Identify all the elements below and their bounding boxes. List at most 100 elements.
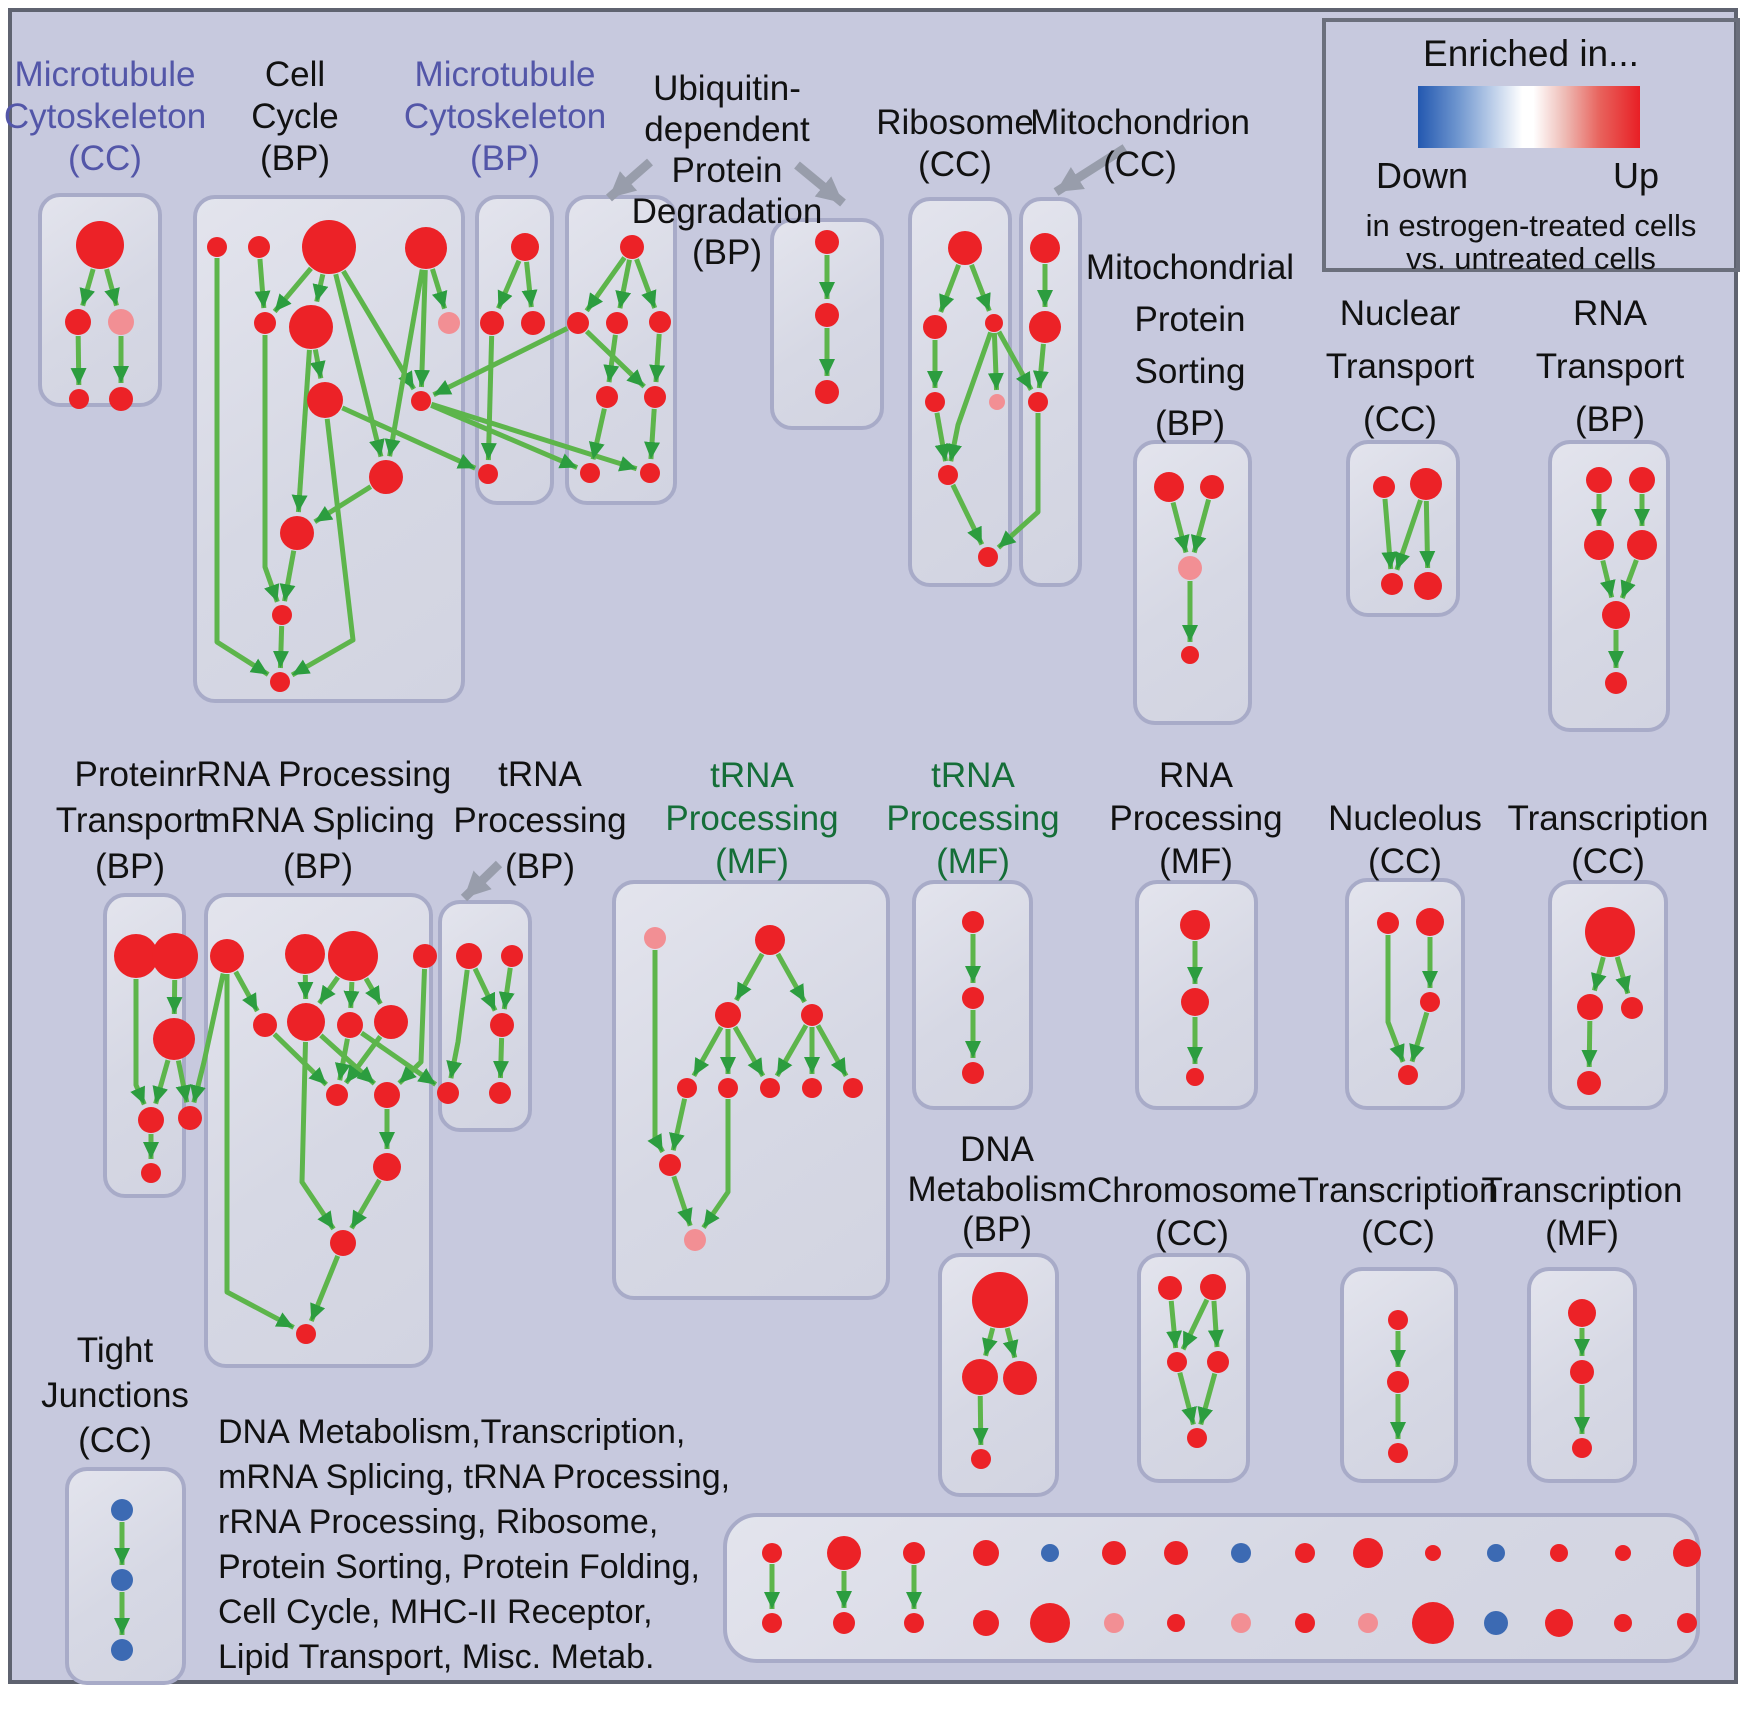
go-term-node-up[interactable] [1377, 912, 1399, 934]
go-term-node-up[interactable] [326, 1084, 348, 1106]
go-term-node-up[interactable] [1295, 1613, 1315, 1633]
go-term-node-up[interactable] [1353, 1538, 1383, 1568]
go-term-node-up[interactable] [152, 933, 198, 979]
go-term-node-weak-up[interactable] [438, 312, 460, 334]
go-term-node-up[interactable] [511, 233, 539, 261]
go-term-node-up[interactable] [285, 934, 325, 974]
go-term-node-up[interactable] [815, 380, 839, 404]
go-term-node-up[interactable] [1388, 1310, 1408, 1330]
go-term-node-up[interactable] [138, 1107, 164, 1133]
go-term-node-up[interactable] [109, 387, 133, 411]
go-term-node-weak-up[interactable] [1231, 1613, 1251, 1633]
go-term-node-up[interactable] [1568, 1299, 1596, 1327]
go-term-node-up[interactable] [1295, 1543, 1315, 1563]
go-term-node-weak-up[interactable] [684, 1229, 706, 1251]
go-term-node-up[interactable] [178, 1106, 202, 1130]
go-term-node-up[interactable] [718, 1078, 738, 1098]
go-term-node-up[interactable] [903, 1542, 925, 1564]
go-term-node-up[interactable] [580, 463, 600, 483]
go-term-node-up[interactable] [1158, 1276, 1182, 1300]
go-term-node-up[interactable] [973, 1540, 999, 1566]
go-term-node-weak-up[interactable] [989, 394, 1005, 410]
go-term-node-up[interactable] [1187, 1428, 1207, 1448]
go-term-node-weak-up[interactable] [108, 309, 134, 335]
go-term-node-up[interactable] [374, 1005, 408, 1039]
go-term-node-up[interactable] [659, 1154, 681, 1176]
go-term-node-up[interactable] [1545, 1609, 1573, 1637]
go-term-node-up[interactable] [1412, 1602, 1454, 1644]
go-term-node-up[interactable] [330, 1230, 356, 1256]
go-term-node-down[interactable] [111, 1569, 133, 1591]
go-term-node-up[interactable] [1102, 1541, 1126, 1565]
go-term-node-up[interactable] [521, 311, 545, 335]
go-term-node-down[interactable] [111, 1639, 133, 1661]
go-term-node-up[interactable] [76, 221, 124, 269]
go-term-node-up[interactable] [1414, 572, 1442, 600]
go-term-node-up[interactable] [307, 382, 343, 418]
go-term-node-up[interactable] [1387, 1371, 1409, 1393]
go-term-node-up[interactable] [1373, 476, 1395, 498]
go-term-node-up[interactable] [827, 1536, 861, 1570]
go-term-node-up[interactable] [480, 311, 504, 335]
go-term-node-up[interactable] [296, 1324, 316, 1344]
go-term-node-down[interactable] [111, 1499, 133, 1521]
go-term-node-up[interactable] [456, 943, 482, 969]
go-term-node-up[interactable] [1030, 1603, 1070, 1643]
go-term-node-up[interactable] [153, 1018, 195, 1060]
go-term-node-up[interactable] [904, 1613, 924, 1633]
go-term-node-up[interactable] [938, 465, 958, 485]
go-term-node-down[interactable] [1487, 1544, 1505, 1562]
go-term-node-up[interactable] [489, 1082, 511, 1104]
go-term-node-up[interactable] [649, 311, 671, 333]
go-term-node-up[interactable] [801, 1004, 823, 1026]
go-term-node-up[interactable] [1154, 472, 1184, 502]
go-term-node-up[interactable] [1615, 1545, 1631, 1561]
go-term-node-up[interactable] [843, 1078, 863, 1098]
go-term-node-up[interactable] [815, 230, 839, 254]
go-term-node-up[interactable] [973, 1610, 999, 1636]
go-term-node-up[interactable] [606, 312, 628, 334]
go-term-node-weak-up[interactable] [1358, 1613, 1378, 1633]
go-term-node-up[interactable] [478, 464, 498, 484]
go-term-node-up[interactable] [490, 1013, 514, 1037]
go-term-node-up[interactable] [1614, 1614, 1632, 1632]
go-term-node-up[interactable] [405, 227, 447, 269]
go-term-node-up[interactable] [1677, 1613, 1697, 1633]
go-term-node-up[interactable] [1673, 1539, 1701, 1567]
go-term-node-up[interactable] [207, 237, 227, 257]
go-term-node-up[interactable] [923, 315, 947, 339]
go-term-node-up[interactable] [373, 1153, 401, 1181]
go-term-node-up[interactable] [760, 1078, 780, 1098]
go-term-node-up[interactable] [374, 1082, 400, 1108]
go-term-node-up[interactable] [65, 309, 91, 335]
go-term-node-up[interactable] [1577, 1071, 1601, 1095]
go-term-node-up[interactable] [254, 312, 276, 334]
go-term-node-up[interactable] [815, 303, 839, 327]
go-term-node-weak-up[interactable] [1178, 556, 1202, 580]
go-term-node-up[interactable] [802, 1078, 822, 1098]
go-term-node-up[interactable] [948, 231, 982, 265]
go-term-node-up[interactable] [925, 392, 945, 412]
go-term-node-up[interactable] [1584, 530, 1614, 560]
go-term-node-up[interactable] [1621, 997, 1643, 1019]
go-term-node-up[interactable] [962, 1062, 984, 1084]
go-term-node-up[interactable] [1207, 1351, 1229, 1373]
go-term-node-up[interactable] [1602, 601, 1630, 629]
go-term-node-up[interactable] [1167, 1352, 1187, 1372]
go-term-node-up[interactable] [1410, 468, 1442, 500]
go-term-node-up[interactable] [1550, 1544, 1568, 1562]
go-term-node-up[interactable] [762, 1543, 782, 1563]
go-term-node-weak-up[interactable] [1104, 1613, 1124, 1633]
go-term-node-up[interactable] [289, 305, 333, 349]
go-term-node-up[interactable] [1388, 1443, 1408, 1463]
go-term-node-up[interactable] [1398, 1065, 1418, 1085]
go-term-node-up[interactable] [1577, 994, 1603, 1020]
go-term-node-up[interactable] [501, 945, 523, 967]
go-term-node-up[interactable] [437, 1082, 459, 1104]
go-term-node-up[interactable] [1030, 233, 1060, 263]
go-term-node-up[interactable] [1629, 467, 1655, 493]
go-term-node-up[interactable] [1605, 672, 1627, 694]
go-term-node-up[interactable] [248, 236, 270, 258]
go-term-node-up[interactable] [962, 987, 984, 1009]
go-term-node-up[interactable] [677, 1078, 697, 1098]
